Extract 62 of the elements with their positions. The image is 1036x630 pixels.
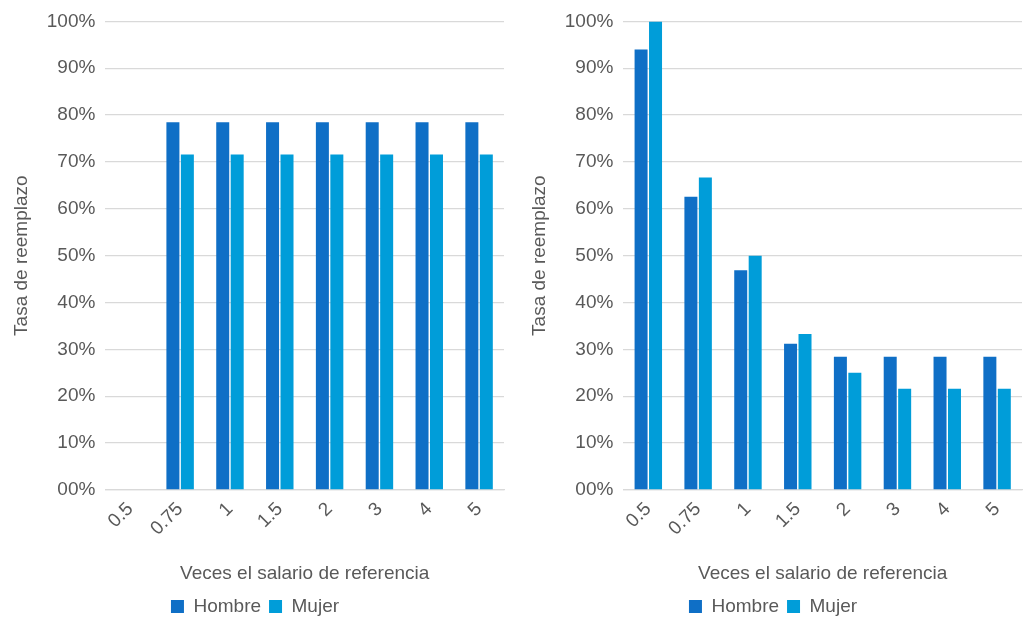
legend-label: Mujer <box>809 594 858 616</box>
y-tick-label: 00% <box>57 478 96 500</box>
bar <box>649 21 663 490</box>
y-tick-label: 90% <box>57 56 96 78</box>
legend-label: Hombre <box>711 594 780 616</box>
y-tick-label: 20% <box>57 384 96 406</box>
x-tick-label: 1 <box>214 497 237 520</box>
bar <box>848 372 862 490</box>
x-tick-label: 1.5 <box>770 497 805 532</box>
bar <box>634 49 648 490</box>
bar <box>883 356 897 490</box>
x-axis-title: Veces el salario de referencia <box>180 561 430 583</box>
y-tick-label: 50% <box>575 243 614 265</box>
x-tick-label: 5 <box>463 497 486 520</box>
bar <box>833 356 847 490</box>
x-tick-label: 4 <box>931 497 955 520</box>
x-axis-title: Veces el salario de referencia <box>698 561 948 583</box>
y-tick-label: 10% <box>57 431 96 453</box>
y-tick-label: 90% <box>575 56 614 78</box>
y-tick-label: 70% <box>57 150 96 172</box>
x-tick-label: 0.5 <box>103 497 137 532</box>
y-tick-label: 30% <box>575 337 614 359</box>
y-tick-label: 40% <box>57 290 96 312</box>
y-tick-label: 30% <box>57 337 96 359</box>
y-tick-label: 40% <box>575 290 614 312</box>
bar <box>947 388 961 490</box>
bar <box>734 270 748 490</box>
y-tick-label: 50% <box>57 243 96 265</box>
bar <box>997 388 1011 490</box>
x-tick-label: 2 <box>313 497 337 520</box>
x-tick-label: 0.75 <box>663 497 705 539</box>
legend-label: Mujer <box>291 594 340 616</box>
x-tick-label: 2 <box>831 497 855 520</box>
y-axis-title: Tasa de reemplazo <box>9 175 31 336</box>
y-tick-label: 100% <box>46 9 96 31</box>
x-tick-label: 1.5 <box>252 497 287 532</box>
bar <box>933 356 947 490</box>
bar <box>698 177 712 490</box>
y-tick-label: 70% <box>575 150 614 172</box>
bar <box>784 343 798 490</box>
x-tick-label: 4 <box>413 497 437 520</box>
y-tick-label: 80% <box>57 103 96 125</box>
y-tick-label: 10% <box>575 431 614 453</box>
y-tick-label: 00% <box>575 478 614 500</box>
x-tick-label: 1 <box>732 497 755 520</box>
bar <box>684 196 698 490</box>
x-tick-label: 0.75 <box>145 497 187 539</box>
x-tick-label: 3 <box>881 497 904 520</box>
bar <box>798 333 812 490</box>
x-tick-label: 0.5 <box>621 497 655 532</box>
y-tick-label: 100% <box>564 9 614 31</box>
y-tick-label: 60% <box>575 197 614 219</box>
y-axis-title: Tasa de reemplazo <box>527 175 549 336</box>
y-tick-label: 60% <box>57 197 96 219</box>
bar <box>748 255 762 490</box>
x-tick-label: 3 <box>363 497 386 520</box>
y-tick-label: 20% <box>575 384 614 406</box>
legend-label: Hombre <box>193 594 262 616</box>
bar <box>898 388 912 490</box>
x-tick-label: 5 <box>981 497 1004 520</box>
y-tick-label: 80% <box>575 103 614 125</box>
bar <box>983 356 997 490</box>
